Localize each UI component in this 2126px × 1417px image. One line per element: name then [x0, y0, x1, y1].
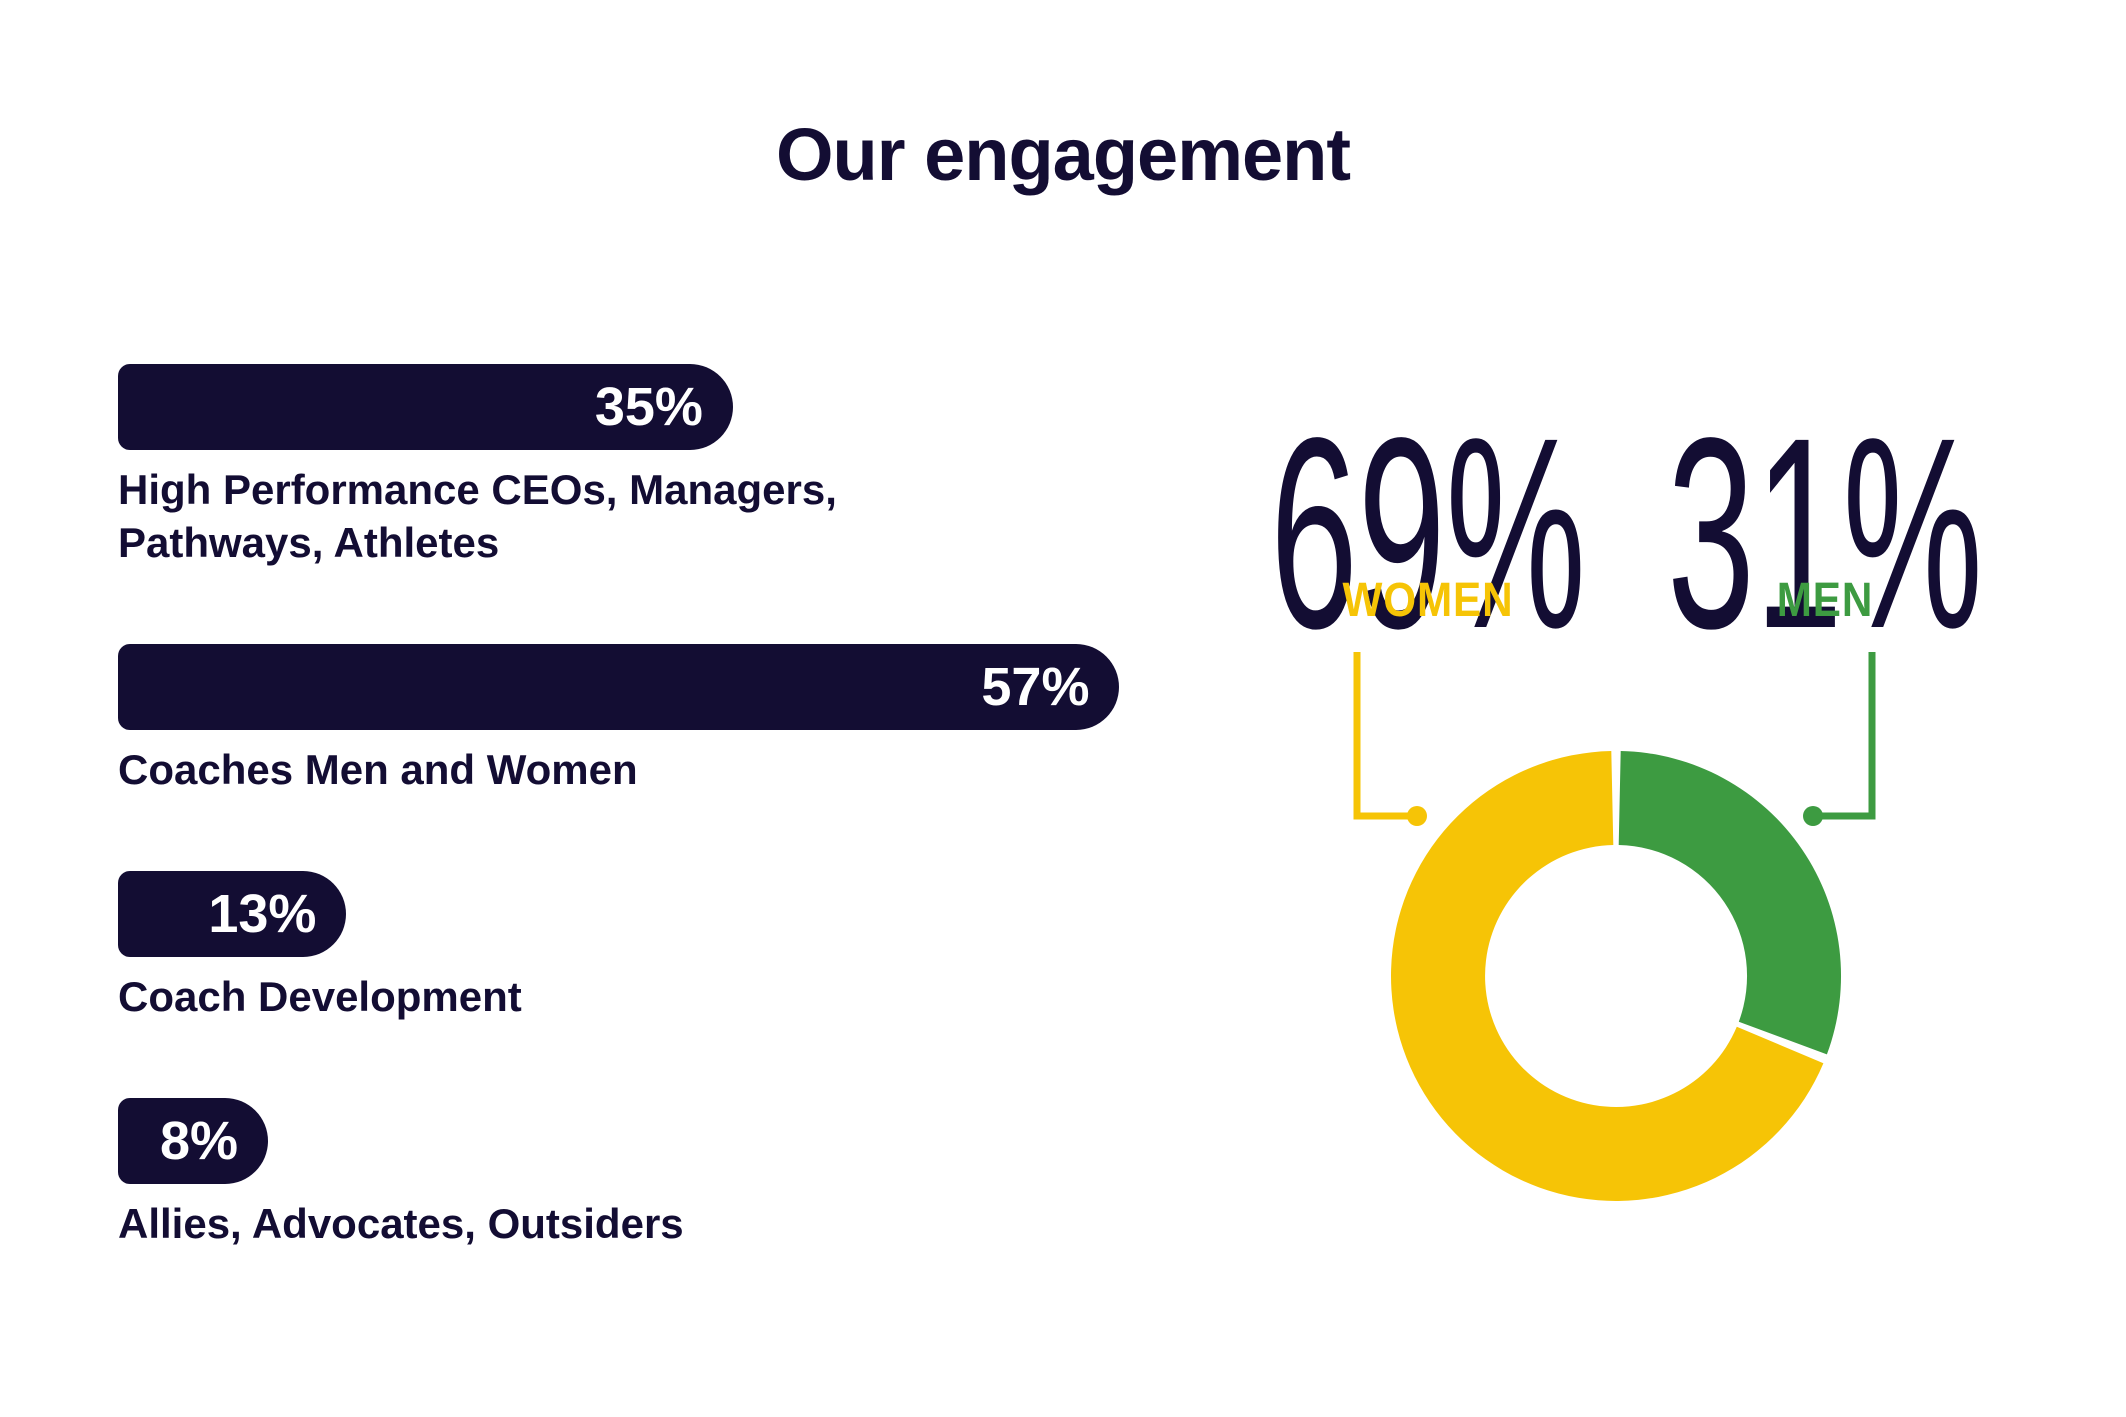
bar-coach-development: 13% — [118, 870, 347, 957]
bar-row: 13% Coach Development — [118, 870, 1238, 1024]
bar-category-label: Coach Development — [118, 972, 522, 1020]
bar-high-performance: 35% — [118, 364, 733, 450]
bar-value-label: 8% — [159, 1110, 238, 1171]
men-percentage: 31% — [1667, 381, 1983, 685]
bar-category-label: Allies, Advocates, Outsiders — [118, 1199, 684, 1247]
donut-slice-men — [1618, 751, 1842, 1055]
bar-coaches: 57% — [118, 643, 1120, 730]
bar-allies: 8% — [118, 1097, 268, 1184]
bar-value-label: 13% — [208, 883, 317, 944]
page-title: Our engagement — [776, 113, 1351, 196]
women-connector-dot — [1407, 806, 1427, 826]
donut-slice-women — [1391, 751, 1824, 1201]
bar-row: 8% Allies, Advocates, Outsiders — [118, 1097, 1238, 1251]
women-connector-line — [1353, 652, 1417, 820]
women-label: WOMEN — [1342, 574, 1514, 627]
men-connector-dot — [1803, 806, 1823, 826]
bar-value-label: 35% — [594, 377, 703, 437]
bar-category-label: Coaches Men and Women — [118, 745, 638, 793]
bar-category-label: High Performance CEOs, Managers, Pathway… — [118, 466, 837, 566]
men-connector-line — [1813, 652, 1876, 820]
gender-donut-chart — [1353, 652, 1876, 1201]
bar-row: 57% Coaches Men and Women — [118, 643, 1238, 797]
women-percentage: 69% — [1270, 381, 1586, 685]
engagement-bar-chart: 35% High Performance CEOs, Managers, Pat… — [118, 364, 1238, 1251]
bar-value-label: 57% — [981, 656, 1090, 717]
bar-row: 35% High Performance CEOs, Managers, Pat… — [118, 364, 1238, 570]
men-label: MEN — [1776, 574, 1874, 627]
donut-slices — [1391, 751, 1842, 1201]
